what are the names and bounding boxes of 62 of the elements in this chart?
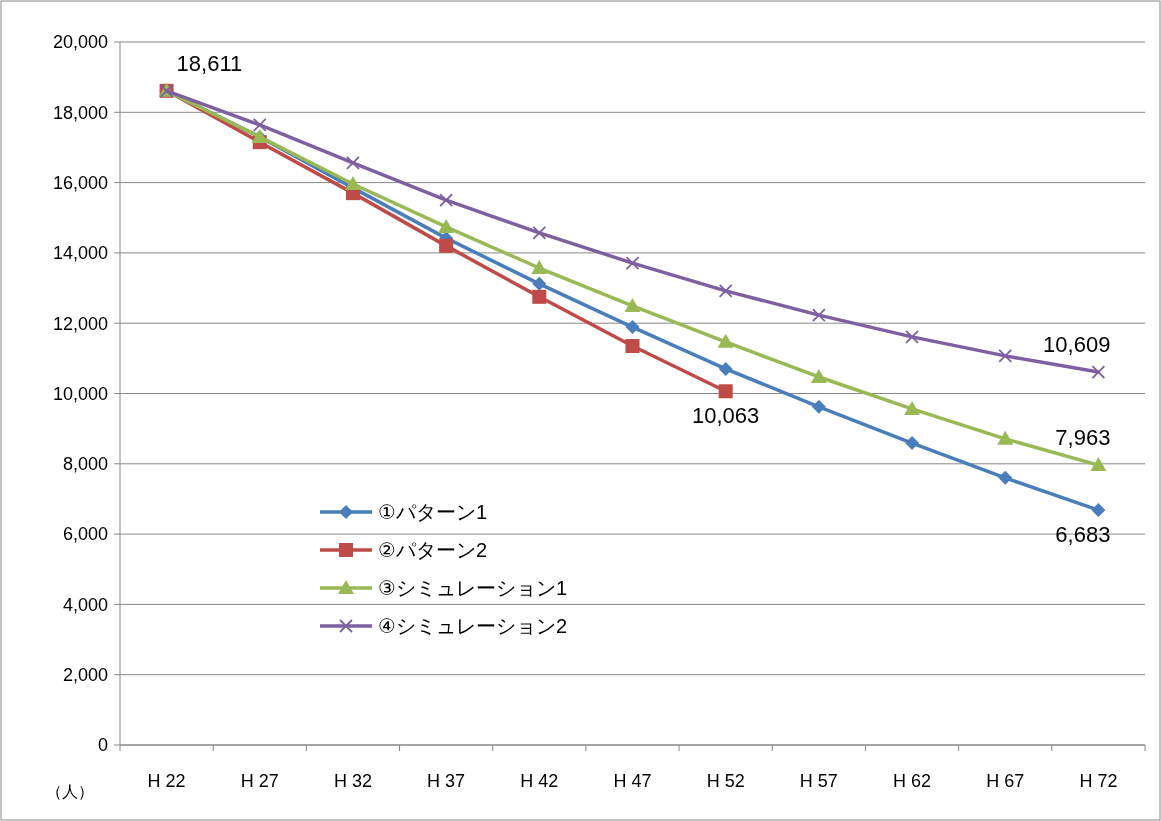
point xyxy=(532,276,547,291)
point xyxy=(346,156,360,170)
y-tick-label: 18,000 xyxy=(52,102,108,123)
point xyxy=(625,320,640,335)
point xyxy=(344,176,361,191)
y-tick-label: 10,000 xyxy=(52,383,108,404)
point xyxy=(438,218,455,233)
point xyxy=(439,238,454,253)
point xyxy=(625,339,640,354)
point xyxy=(998,470,1013,485)
point xyxy=(718,361,733,376)
y-tick-label: 6,000 xyxy=(62,524,108,545)
y-axis-title: （人） xyxy=(46,783,94,800)
x-tick-label: H 42 xyxy=(520,771,559,791)
data-label: 6,683 xyxy=(1055,522,1111,548)
point xyxy=(439,193,454,208)
legend-label: ①パターン1 xyxy=(378,501,488,523)
point xyxy=(532,225,547,240)
legend-label: ②パターン2 xyxy=(378,539,488,561)
y-tick-label: 4,000 xyxy=(62,594,108,615)
point xyxy=(905,330,919,344)
legend-label: ③シミュレーション1 xyxy=(378,577,568,599)
x-tick-label: H 52 xyxy=(706,771,745,791)
point xyxy=(904,400,921,415)
data-label: 7,963 xyxy=(1055,425,1111,451)
point xyxy=(905,436,920,451)
y-tick-label: 16,000 xyxy=(52,172,108,193)
point xyxy=(624,297,641,312)
y-tick-label: 12,000 xyxy=(52,313,108,334)
point xyxy=(811,399,826,414)
y-tick-label: 8,000 xyxy=(62,454,108,475)
point xyxy=(997,430,1014,445)
point xyxy=(252,118,267,132)
y-tick-label: 20,000 xyxy=(52,32,108,53)
point xyxy=(1091,365,1106,379)
data-label: 10,063 xyxy=(692,403,760,429)
x-tick-label: H 27 xyxy=(240,771,279,791)
point xyxy=(717,333,734,348)
x-tick-label: H 62 xyxy=(893,771,932,791)
x-tick-label: H 22 xyxy=(147,771,186,791)
y-tick-label: 14,000 xyxy=(52,243,108,264)
point xyxy=(1090,457,1107,472)
x-tick-label: H 72 xyxy=(1079,771,1118,791)
legend-label: ④シミュレーション2 xyxy=(378,615,568,637)
point xyxy=(810,368,827,383)
point xyxy=(998,348,1013,363)
point xyxy=(532,289,547,304)
x-tick-label: H 32 xyxy=(333,771,372,791)
data-label: 18,611 xyxy=(176,50,243,76)
point xyxy=(1091,503,1106,518)
x-tick-label: H 67 xyxy=(986,771,1025,791)
point xyxy=(811,308,826,323)
point xyxy=(531,260,548,275)
y-tick-label: 0 xyxy=(97,735,108,756)
point xyxy=(718,283,733,298)
data-label: 10,609 xyxy=(1043,332,1111,358)
x-tick-label: H 57 xyxy=(799,771,838,791)
point xyxy=(718,384,733,399)
point xyxy=(625,256,640,270)
y-tick-label: 2,000 xyxy=(62,665,108,685)
x-tick-label: H 37 xyxy=(427,771,466,791)
x-tick-label: H 47 xyxy=(613,771,652,791)
